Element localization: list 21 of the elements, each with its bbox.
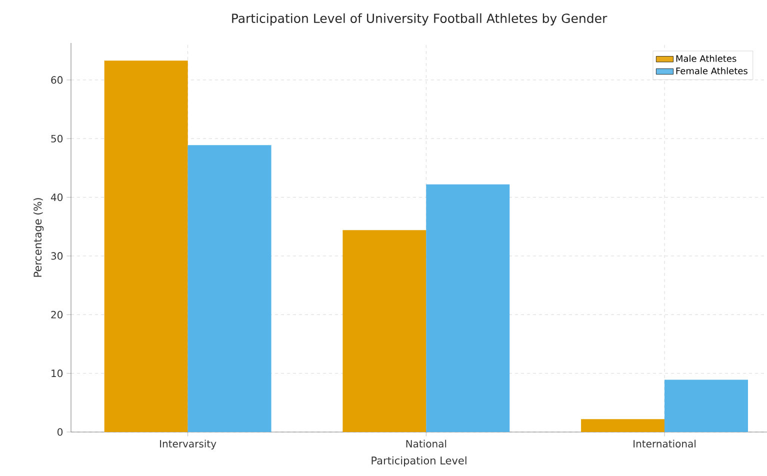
bar bbox=[342, 230, 426, 432]
y-tick-label: 60 bbox=[51, 76, 63, 84]
y-tick-label: 10 bbox=[52, 370, 63, 378]
x-tick-label: International bbox=[634, 440, 696, 448]
legend-label: Male Athletes bbox=[676, 54, 736, 62]
bar bbox=[188, 145, 272, 432]
bar bbox=[664, 380, 748, 432]
bar bbox=[426, 184, 510, 432]
x-axis-title: Participation Level bbox=[372, 456, 466, 466]
y-tick-label: 20 bbox=[51, 310, 63, 318]
x-tick-label: National bbox=[406, 440, 446, 448]
y-axis-title: Percentage (%) bbox=[33, 198, 44, 277]
y-tick-label: 0 bbox=[57, 428, 63, 436]
chart-title: Participation Level of University Football Athletes by Gender bbox=[232, 13, 608, 26]
y-tick-label: 30 bbox=[51, 252, 63, 260]
bar bbox=[104, 60, 188, 432]
y-tick-label: 40 bbox=[50, 194, 63, 202]
x-tick-label: Intervarsity bbox=[160, 440, 216, 450]
y-tick-label: 50 bbox=[51, 134, 63, 142]
legend-label: Female Athletes bbox=[676, 67, 748, 74]
bar bbox=[581, 419, 665, 432]
